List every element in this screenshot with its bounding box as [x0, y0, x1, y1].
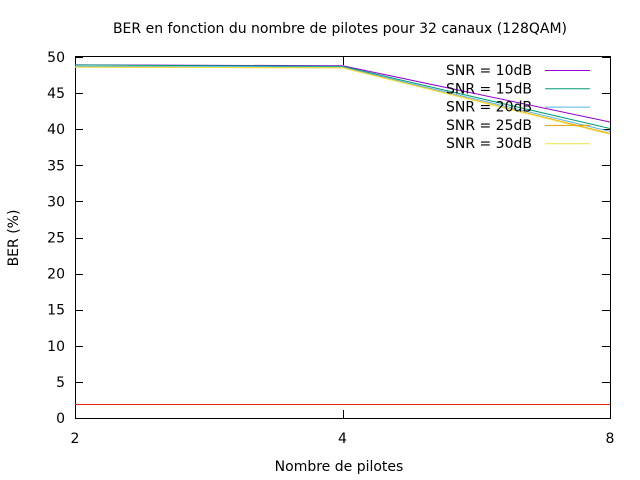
y-tick-label: 50 — [47, 50, 65, 66]
legend-label: SNR = 20dB — [446, 100, 532, 116]
x-tick-label: 8 — [606, 431, 615, 447]
y-tick-label: 0 — [56, 411, 65, 427]
series-lines — [74, 64, 611, 405]
y-tick-label: 30 — [47, 194, 65, 210]
y-tick-label: 35 — [47, 158, 65, 174]
legend-label: SNR = 10dB — [446, 63, 532, 79]
y-axis: 0 5 10 15 20 25 30 35 40 45 50 — [47, 50, 610, 427]
legend: SNR = 10dB SNR = 15dB SNR = 20dB SNR = 25dB… — [446, 63, 590, 152]
legend-label: SNR = 30dB — [446, 136, 532, 152]
series-line — [74, 64, 611, 129]
y-tick-label: 15 — [47, 303, 65, 319]
legend-label: SNR = 15dB — [446, 81, 532, 97]
series-line — [74, 66, 611, 135]
x-tick-label: 4 — [338, 431, 347, 447]
y-tick-label: 25 — [47, 231, 65, 247]
series-line — [74, 65, 611, 132]
x-tick-label: 2 — [71, 431, 80, 447]
chart-title: BER en fonction du nombre de pilotes pou… — [113, 21, 567, 37]
y-tick-label: 5 — [56, 375, 65, 391]
y-tick-label: 20 — [47, 267, 65, 283]
x-axis-label: Nombre de pilotes — [275, 459, 404, 475]
y-axis-label: BER (%) — [6, 210, 22, 267]
plot-frame — [75, 56, 611, 419]
y-tick-label: 45 — [47, 86, 65, 102]
x-axis: 2 4 8 — [71, 57, 615, 447]
y-tick-label: 10 — [47, 339, 65, 355]
legend-label: SNR = 25dB — [446, 118, 532, 134]
y-tick-label: 40 — [47, 122, 65, 138]
